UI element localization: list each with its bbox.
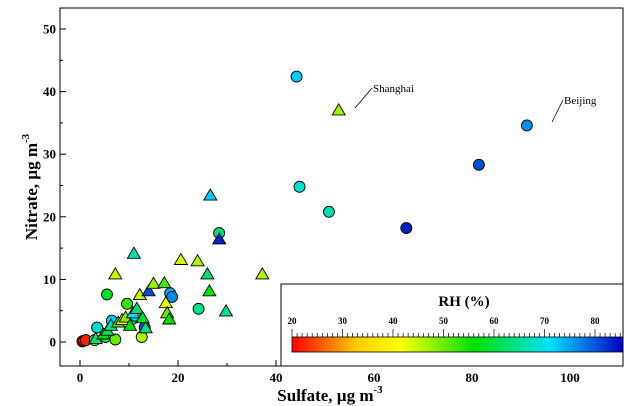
y-tick-label: 10: [43, 272, 56, 287]
x-tick-label: 0: [77, 370, 84, 385]
triangle-point: [158, 295, 174, 309]
colorbar-tick-label: 30: [338, 316, 348, 326]
x-axis-title-superscript: -3: [374, 384, 384, 396]
y-axis: 0 10 20 30 40 50: [43, 22, 66, 350]
triangle-point: [108, 267, 123, 280]
y-tick-label: 0: [50, 335, 57, 350]
y-axis-title-text: Nitrate, µg m: [22, 143, 41, 240]
colorbar-tick-label: 70: [540, 316, 550, 326]
circle-point: [91, 321, 104, 334]
triangle-point: [126, 246, 142, 259]
x-tick-label: 20: [172, 370, 185, 385]
triangle-point: [173, 252, 189, 265]
triangle-point: [190, 253, 205, 267]
y-axis-title-superscript: -3: [20, 133, 32, 143]
triangle-point: [141, 283, 156, 297]
colorbar-tick-label: 40: [389, 316, 399, 326]
annotation-shanghai-label: Shanghai: [373, 83, 414, 95]
circle-point: [290, 70, 303, 83]
triangle-point: [129, 301, 145, 314]
colorbar-gradient: [291, 336, 624, 353]
data-points: [76, 70, 533, 348]
triangle-point: [255, 267, 270, 280]
circle-point: [472, 158, 485, 171]
triangle-point: [146, 276, 161, 289]
annotation-shanghai-leader: [354, 87, 373, 109]
triangle-point: [200, 267, 215, 280]
circle-point: [109, 333, 122, 346]
circle-point: [322, 205, 335, 218]
annotation-beijing: Beijing: [551, 95, 597, 123]
annotation-beijing-label: Beijing: [564, 95, 597, 107]
triangle-point: [157, 275, 172, 289]
triangle-point: [202, 283, 217, 297]
triangle-point: [138, 320, 153, 334]
y-tick-label: 20: [43, 209, 56, 224]
x-axis-title: Sulfate, µg m-3: [277, 384, 383, 405]
annotation-shanghai: Shanghai: [354, 83, 414, 109]
colorbar-ticks: 20 30 40 50 60 70 80: [288, 316, 621, 337]
colorbar-legend: RH (%) 20 30 40 50 60 70 80: [280, 283, 624, 367]
triangle-point: [135, 310, 150, 324]
annotation-beijing-leader: [551, 99, 564, 123]
circle-point: [192, 302, 205, 315]
triangle-point: [331, 103, 346, 116]
triangle-point: [122, 318, 138, 331]
triangle-point: [218, 303, 234, 317]
x-tick-label: 80: [466, 370, 479, 385]
triangle-point: [161, 312, 177, 325]
x-tick-label: 60: [368, 370, 381, 385]
triangle-point: [203, 188, 218, 201]
colorbar-title: RH (%): [438, 294, 489, 310]
y-tick-label: 40: [43, 84, 56, 99]
triangle-point: [211, 231, 227, 245]
y-tick-label: 50: [43, 22, 56, 37]
y-tick-label: 30: [43, 147, 56, 162]
colorbar-tick-label: 20: [288, 316, 298, 326]
x-axis: 0 20 40 60 80 100: [77, 360, 580, 385]
x-tick-label: 100: [560, 370, 580, 385]
y-axis-title: Nitrate, µg m-3: [20, 133, 41, 240]
colorbar-tick-label: 50: [439, 316, 449, 326]
circle-point: [166, 290, 179, 303]
circle-point: [520, 119, 533, 132]
circle-point: [293, 180, 306, 193]
colorbar-tick-label: 80: [591, 316, 601, 326]
x-axis-title-text: Sulfate, µg m: [277, 386, 373, 405]
colorbar-tick-label: 60: [490, 316, 500, 326]
circle-point: [400, 222, 413, 235]
circle-point: [100, 288, 113, 301]
circle-point: [121, 297, 133, 310]
x-tick-label: 40: [270, 370, 283, 385]
